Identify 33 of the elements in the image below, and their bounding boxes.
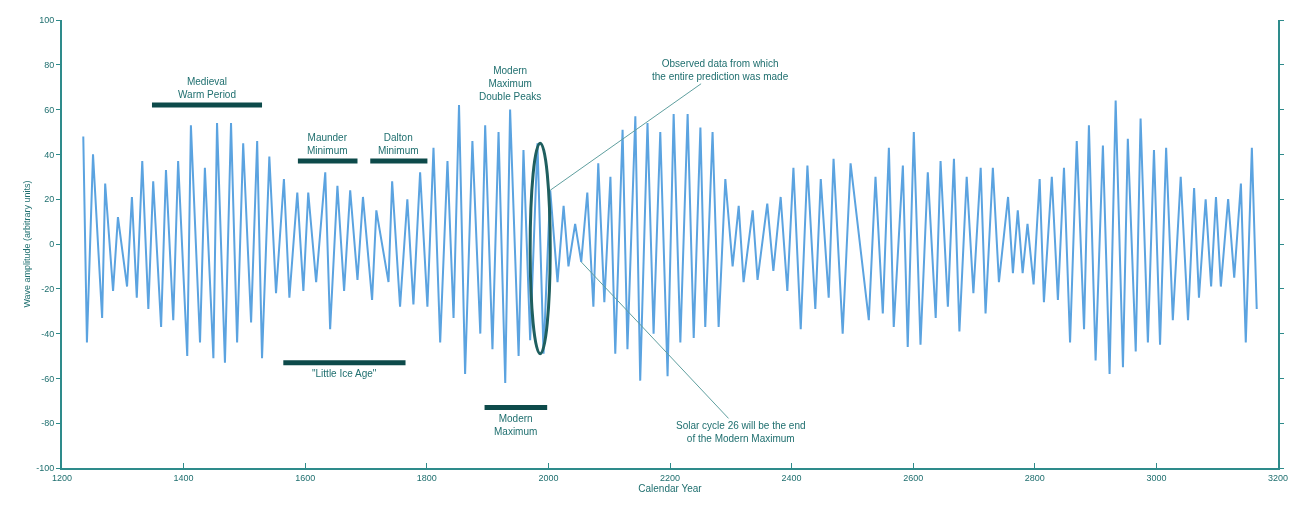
annotation: Solar cycle 26 will be the end of the Modern Maximum — [676, 420, 806, 444]
y-tick-label: 0 — [49, 239, 55, 250]
annotation: Modern Maximum Double Peaks — [479, 65, 542, 102]
y-axis-title: Wave amplitude (arbitrary units) — [22, 180, 33, 308]
y-tick-label: 40 — [44, 149, 55, 160]
annotation: Modern Maximum — [494, 413, 538, 437]
annotation: Dalton Minimum — [378, 132, 419, 156]
x-tick-label: 1400 — [173, 472, 194, 483]
y-tick-label: -80 — [41, 418, 55, 429]
y-tick-label: -100 — [36, 463, 55, 474]
y-tick-label: 80 — [44, 59, 55, 70]
y-tick-label: 60 — [44, 104, 55, 115]
annotation: Medieval Warm Period — [178, 76, 236, 100]
y-tick-label: 100 — [39, 15, 55, 26]
x-tick-label: 1800 — [416, 472, 437, 483]
annotation: Maunder Minimum — [307, 132, 348, 156]
x-axis-title: Calendar Year — [638, 482, 703, 494]
annotation: Observed data from which the entire prediction was made — [652, 58, 789, 82]
y-tick-label: -40 — [41, 328, 55, 339]
x-tick-label: 2400 — [781, 472, 802, 483]
y-tick-label: 20 — [44, 194, 55, 205]
x-tick-label: 2200 — [659, 472, 681, 483]
x-tick-label: 2800 — [1024, 472, 1045, 483]
x-tick-label: 2600 — [903, 472, 924, 483]
y-tick-label: -60 — [41, 373, 55, 384]
x-tick-label: 2000 — [538, 472, 559, 483]
x-tick-label: 3200 — [1267, 472, 1289, 483]
annotation: "Little Ice Age" — [312, 368, 377, 379]
line-series — [82, 99, 1258, 384]
y-tick-label: -20 — [41, 283, 55, 294]
x-tick-label: 1600 — [295, 472, 316, 483]
x-tick-label: 3000 — [1146, 472, 1167, 483]
x-tick-label: 1200 — [51, 472, 73, 483]
